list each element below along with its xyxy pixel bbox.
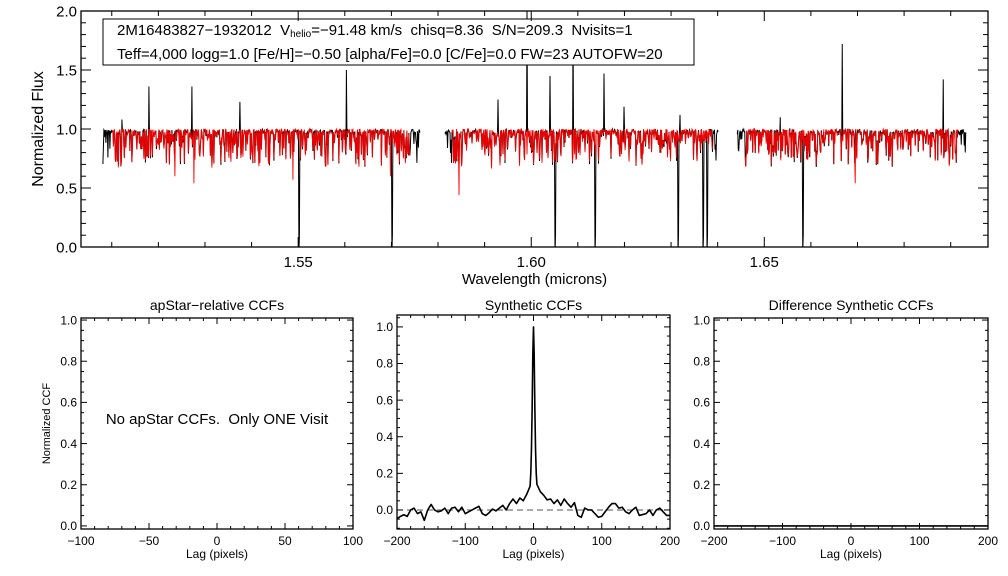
tick-marks <box>713 318 989 529</box>
x-tick-label: 0 <box>848 534 855 548</box>
x-tick-label: 100 <box>909 534 929 548</box>
spectrum-panel: 2M16483827−1932012 Vhelio=−91.48 km/s ch… <box>30 3 989 288</box>
x-tick-label: −200 <box>700 534 727 548</box>
x-tick-label: 100 <box>592 534 612 548</box>
x-tick-label: 50 <box>278 534 292 548</box>
tick-marks <box>81 10 988 248</box>
y-tick-label: 0.8 <box>693 354 710 368</box>
y-tick-label: 0.0 <box>693 519 710 533</box>
y-tick-label: 2.0 <box>56 3 77 20</box>
tick-marks <box>80 318 354 529</box>
y-tick-label: 1.0 <box>60 313 77 327</box>
x-tick-label: 0 <box>530 534 537 548</box>
x-tick-label: 200 <box>660 534 680 548</box>
y-tick-label: 0.6 <box>376 393 393 407</box>
y-tick-label: 1.5 <box>56 62 77 79</box>
x-tick-label: 200 <box>978 534 998 548</box>
y-tick-label: 0.4 <box>693 437 710 451</box>
panel-title: apStar−relative CCFs <box>150 297 284 313</box>
no-data-note: No apStar CCFs. Only ONE Visit <box>106 411 329 428</box>
y-tick-label: 0.4 <box>376 430 393 444</box>
y-tick-label: 1.0 <box>693 313 710 327</box>
model-spectrum-line <box>451 127 714 196</box>
apstar-ccf-panel: No apStar CCFs. Only ONE Visit apStar−rel… <box>41 297 363 561</box>
annotation-line-1: 2M16483827−1932012 Vhelio=−91.48 km/s ch… <box>117 22 633 40</box>
y-tick-label: 1.0 <box>376 320 393 334</box>
y-tick-label: 0.6 <box>693 396 710 410</box>
y-tick-label: 0.8 <box>376 357 393 371</box>
x-tick-label: 1.65 <box>750 254 779 271</box>
annotation-box: 2M16483827−1932012 Vhelio=−91.48 km/s ch… <box>102 18 695 66</box>
y-tick-label: 0.0 <box>60 519 77 533</box>
x-tick-label: −100 <box>452 534 479 548</box>
y-tick-label: 0.4 <box>60 437 77 451</box>
model-spectrum-line <box>111 127 411 184</box>
y-tick-label: 0.8 <box>60 354 77 368</box>
y-tick-label: 0.5 <box>56 180 77 197</box>
x-tick-label: 1.60 <box>517 254 546 271</box>
x-axis-title: Lag (pixels) <box>820 547 882 561</box>
ccf-line <box>397 326 670 522</box>
tick-marks <box>396 315 671 529</box>
x-tick-label: 1.55 <box>284 254 313 271</box>
y-tick-label: 0.2 <box>693 478 710 492</box>
x-tick-label: 100 <box>343 534 363 548</box>
y-tick-label: 0.2 <box>60 478 77 492</box>
x-axis-title: Wavelength (microns) <box>462 271 607 288</box>
y-tick-label: 0.0 <box>376 503 393 517</box>
plot-area <box>102 11 967 247</box>
difference-ccf-panel: Difference Synthetic CCFs −200 −100 0 100 200… <box>693 297 998 561</box>
synthetic-ccf-panel: Synthetic CCFs −200 −100 0 100 200 0.0 0.2 0.4 0.… <box>376 297 680 561</box>
y-tick-label: 0.0 <box>56 239 77 256</box>
x-tick-label: −100 <box>769 534 796 548</box>
y-tick-label: 0.2 <box>376 467 393 481</box>
y-axis-title: Normalized CCF <box>41 383 53 465</box>
model-spectrum-line <box>744 127 959 184</box>
annotation-line-2: Teff=4,000 logg=1.0 [Fe/H]=−0.50 [alpha/… <box>117 46 663 63</box>
y-tick-label: 0.6 <box>60 396 77 410</box>
plot-area <box>397 326 670 522</box>
x-axis-title: Lag (pixels) <box>186 547 248 561</box>
x-tick-label: −100 <box>67 534 94 548</box>
x-tick-label: 0 <box>214 534 221 548</box>
x-axis-title: Lag (pixels) <box>502 547 564 561</box>
panel-title: Difference Synthetic CCFs <box>769 297 934 313</box>
panel-title: Synthetic CCFs <box>485 297 582 313</box>
x-tick-label: −50 <box>139 534 160 548</box>
y-axis-title: Normalized Flux <box>30 71 47 187</box>
x-tick-label: −200 <box>383 534 410 548</box>
y-tick-label: 1.0 <box>56 121 77 138</box>
